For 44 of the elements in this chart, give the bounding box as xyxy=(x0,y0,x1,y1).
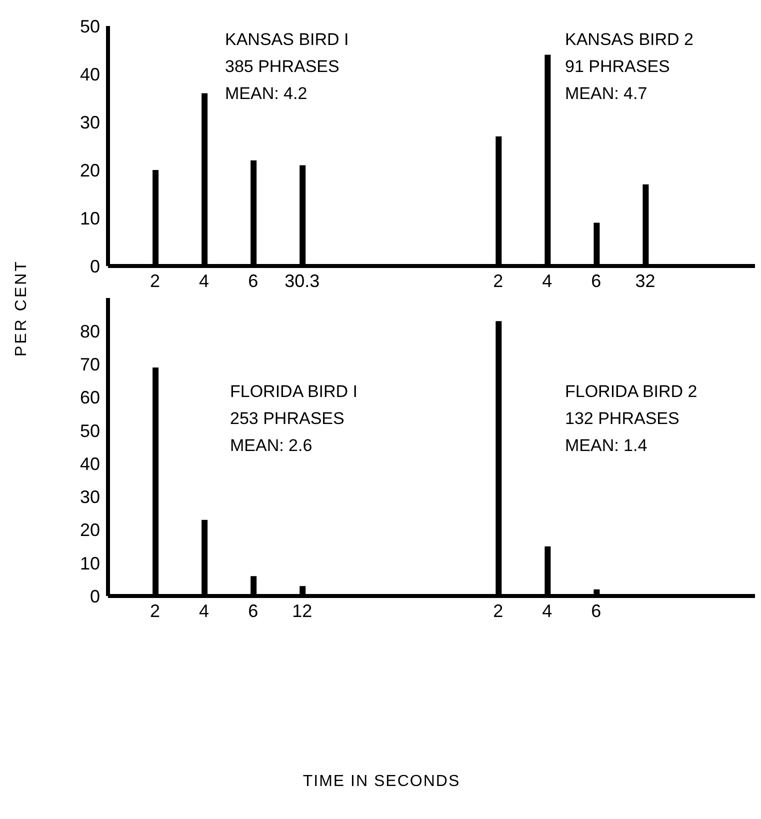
y-tick-label: 70 xyxy=(80,354,100,375)
y-tick-label: 60 xyxy=(80,388,100,408)
x-tick-label: 6 xyxy=(248,270,258,291)
annotation: FLORIDA BIRD I xyxy=(230,381,358,403)
y-tick-label: 10 xyxy=(80,553,100,574)
x-tick-label: 4 xyxy=(199,600,210,621)
y-tick-label: 30 xyxy=(80,487,100,508)
y-tick-label: 40 xyxy=(80,454,100,474)
x-tick-label: 4 xyxy=(199,270,210,291)
y-axis-title: PER CENT xyxy=(13,260,31,356)
y-tick-label: 50 xyxy=(80,16,100,36)
x-tick-label: 2 xyxy=(150,600,160,621)
y-tick-label: 10 xyxy=(80,208,100,228)
annotation: FLORIDA BIRD 2 xyxy=(565,381,698,403)
annotation: KANSAS BIRD I xyxy=(225,29,349,51)
y-tick-label: 20 xyxy=(80,520,100,540)
y-tick-label: 50 xyxy=(80,420,100,441)
y-tick-label: 80 xyxy=(80,322,100,342)
x-tick-label: 6 xyxy=(591,270,602,291)
x-tick-label: 2 xyxy=(493,270,504,291)
x-tick-label: 2 xyxy=(493,600,504,621)
annotation: MEAN: 2.6 xyxy=(230,435,314,457)
x-axis-title: TIME IN SECONDS xyxy=(302,773,462,791)
annotation: 253 PHRASES xyxy=(230,408,346,430)
y-tick-label: 0 xyxy=(90,586,100,606)
annotation: 132 PHRASES xyxy=(565,408,680,430)
annotation: 91 PHRASES xyxy=(565,56,671,78)
annotation: 385 PHRASES xyxy=(225,56,340,78)
x-tick-label: 12 xyxy=(292,600,312,621)
x-tick-label: 4 xyxy=(542,600,552,621)
annotation: MEAN: 1.4 xyxy=(565,435,648,457)
x-tick-label: 6 xyxy=(591,600,602,621)
x-tick-label: 32 xyxy=(635,270,656,291)
x-tick-label: 6 xyxy=(248,600,258,621)
x-tick-label: 30.3 xyxy=(284,270,320,291)
y-tick-label: 40 xyxy=(80,64,100,84)
annotation: KANSAS BIRD 2 xyxy=(565,29,694,51)
annotation: MEAN: 4.7 xyxy=(565,83,648,105)
y-tick-label: 30 xyxy=(80,112,100,132)
x-tick-label: 2 xyxy=(150,270,160,291)
x-tick-label: 4 xyxy=(542,270,552,291)
annotation: MEAN: 4.2 xyxy=(225,83,308,105)
y-tick-label: 20 xyxy=(80,160,100,180)
y-tick-label: 0 xyxy=(90,256,100,276)
